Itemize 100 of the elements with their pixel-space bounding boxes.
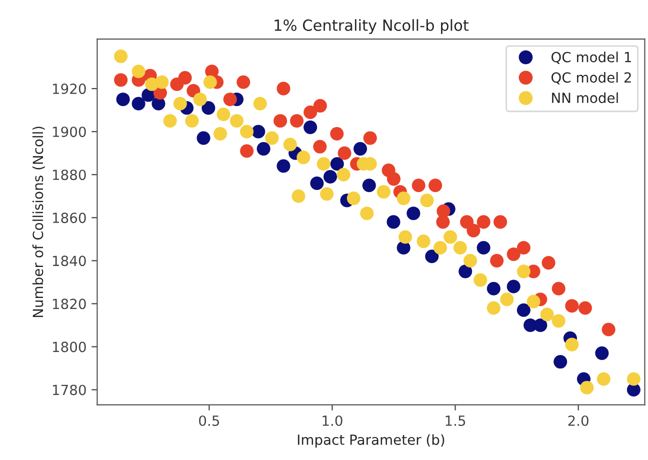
point (476, 215, 490, 229)
legend-label: NN model (552, 92, 618, 104)
point (213, 126, 228, 141)
y-tick-label: 1920 (52, 84, 86, 94)
point (540, 308, 554, 322)
point (114, 73, 128, 87)
point (240, 144, 254, 158)
point (506, 247, 520, 261)
point (276, 82, 290, 96)
point (256, 142, 270, 156)
y-tick-label: 1820 (52, 298, 86, 310)
point (494, 215, 508, 229)
point (253, 96, 267, 110)
point (406, 206, 420, 220)
point (203, 75, 217, 89)
legend-label: QC model 2 (551, 72, 631, 84)
point (436, 215, 450, 229)
point (193, 92, 207, 106)
y-tick-label: 1880 (52, 170, 86, 180)
point (534, 318, 548, 332)
legend-label: QC model 1 (551, 52, 631, 64)
point (170, 78, 184, 92)
point (416, 234, 430, 248)
point (433, 240, 448, 255)
point (252, 124, 266, 138)
point (466, 224, 480, 238)
x-axis-title: Impact Parameter (b) (298, 434, 444, 448)
point (506, 280, 520, 294)
point (236, 75, 250, 89)
point (554, 355, 568, 369)
point (542, 256, 556, 270)
point (320, 187, 334, 201)
point (458, 264, 472, 278)
point (292, 189, 306, 203)
point (304, 120, 318, 134)
point (486, 282, 500, 296)
point (474, 273, 488, 287)
point (386, 215, 400, 229)
point (223, 92, 237, 106)
point (316, 157, 330, 171)
point (304, 105, 318, 120)
point (516, 303, 530, 317)
point (155, 75, 169, 89)
x-tick-label: 2.0 (568, 415, 588, 426)
y-tick-label: 1840 (52, 256, 86, 266)
point (114, 50, 128, 64)
point (290, 114, 304, 128)
point (425, 250, 439, 264)
point (464, 254, 478, 268)
point (490, 254, 504, 268)
point (116, 92, 130, 106)
point (595, 346, 609, 360)
point (428, 178, 442, 192)
point (202, 101, 216, 115)
y-tick-label: 1780 (52, 384, 86, 396)
point (196, 131, 210, 145)
y-tick-label: 1800 (52, 342, 86, 352)
point (486, 301, 500, 315)
point (626, 372, 640, 386)
x-tick-label: 0.5 (199, 415, 220, 426)
point (398, 230, 412, 244)
point (265, 131, 279, 145)
point (274, 114, 288, 128)
point (602, 322, 616, 336)
point (412, 178, 426, 192)
point (338, 146, 352, 160)
point (216, 108, 230, 122)
point (276, 159, 290, 173)
point (565, 299, 579, 313)
point (173, 96, 187, 110)
y-axis-title: Number of Collisions (Ncoll) (32, 126, 45, 318)
point (500, 292, 514, 306)
point (132, 64, 146, 78)
point (362, 178, 376, 192)
point (396, 192, 410, 206)
point (376, 185, 390, 199)
point (163, 114, 177, 128)
point (420, 194, 434, 208)
point (132, 96, 146, 110)
x-tick-label: 1.0 (322, 415, 342, 426)
chart-title: 1% Centrality Ncoll-b plot (274, 19, 469, 34)
point (596, 372, 610, 386)
point (360, 206, 374, 220)
y-tick-label: 1900 (52, 126, 86, 138)
point (516, 240, 530, 255)
point (552, 282, 566, 296)
point (386, 172, 401, 186)
point (363, 131, 377, 145)
point (185, 114, 199, 128)
point (330, 157, 344, 171)
point (346, 192, 360, 206)
point (552, 314, 566, 328)
point (330, 126, 344, 141)
point (283, 138, 297, 152)
point (453, 240, 467, 255)
point (354, 142, 368, 156)
point (578, 301, 592, 315)
point (526, 294, 540, 308)
point (336, 168, 350, 182)
point (476, 240, 490, 255)
